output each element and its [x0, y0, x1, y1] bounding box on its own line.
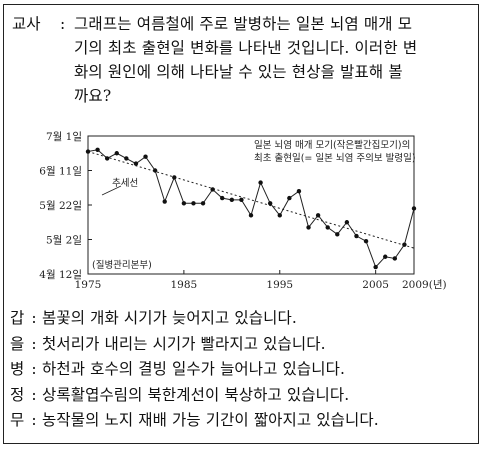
- option-text: 봄꽃의 개화 시기가 늦어지고 있습니다.: [42, 309, 297, 327]
- legend-text: 최초 출현일(= 일본 뇌염 주의보 발령일): [254, 152, 416, 164]
- option-row[interactable]: 병 : 하천과 호수의 결빙 일수가 늘어나고 있습니다.: [10, 357, 476, 383]
- option-row[interactable]: 정 : 상록활엽수림의 북한계선이 북상하고 있습니다.: [10, 383, 476, 409]
- option-colon: :: [31, 309, 37, 327]
- option-colon: :: [31, 360, 37, 378]
- y-tick-label: 6월 11일: [39, 165, 82, 178]
- prompt-line: 까요?: [74, 87, 112, 105]
- speaker-colon: :: [60, 15, 66, 33]
- x-tick-label: 2005: [362, 279, 389, 291]
- y-tick-label: 4월 12일: [39, 268, 82, 281]
- option-label: 정: [10, 385, 25, 404]
- speaker-label: 교사: [12, 15, 41, 33]
- data-point: [335, 232, 340, 237]
- option-label: 병: [10, 360, 25, 378]
- data-point: [172, 175, 177, 180]
- data-point: [210, 187, 215, 192]
- data-point: [133, 161, 139, 166]
- data-point: [306, 225, 311, 230]
- option-label: 갑: [10, 309, 25, 327]
- data-point: [267, 201, 273, 206]
- legend-text: 일본 뇌염 매개 모기(작은빨간집모기)의: [254, 139, 410, 151]
- data-point: [373, 264, 378, 270]
- option-row[interactable]: 을 : 첫서리가 내리는 시기가 빨라지고 있습니다.: [10, 332, 476, 358]
- source-label: (질병관리본부): [92, 259, 152, 271]
- data-point: [277, 213, 282, 218]
- data-point: [181, 201, 187, 206]
- answer-options: 갑 : 봄꽃의 개화 시기가 늦어지고 있습니다. 을 : 첫서리가 내리는 시…: [10, 306, 476, 434]
- teacher-prompt: 교사 : 그래프는 여름철에 주로 발병하는 일본 뇌염 매개 모 기의 최초 …: [12, 12, 474, 108]
- option-text: 상록활엽수림의 북한계선이 북상하고 있습니다.: [42, 385, 350, 404]
- prompt-lines: 그래프는 여름철에 주로 발병하는 일본 뇌염 매개 모 기의 최초 출현일 변…: [74, 12, 474, 108]
- data-point: [114, 151, 119, 156]
- question-frame: [3, 4, 479, 444]
- data-point: [95, 147, 100, 152]
- trend-label: 추세선: [112, 178, 138, 189]
- y-tick-label: 5월 2일: [46, 234, 82, 247]
- option-row[interactable]: 무 : 농작물의 노지 재배 가능 기간이 짧아지고 있습니다.: [10, 408, 476, 434]
- x-tick-label: 1975: [75, 279, 102, 291]
- data-point: [104, 156, 110, 161]
- trend-pointer: [101, 185, 122, 196]
- data-point: [296, 189, 302, 194]
- prompt-line: 화의 원인에 의해 나타날 수 있는 현상을 발표해 볼: [74, 63, 403, 81]
- data-point: [383, 254, 388, 259]
- series-line: [87, 149, 415, 269]
- data-point: [239, 197, 244, 203]
- option-colon: :: [31, 385, 37, 404]
- option-label: 을: [10, 334, 25, 353]
- prompt-line: 기의 최초 출현일 변화를 나타낸 것입니다. 이러한 변: [74, 39, 418, 57]
- data-point: [392, 256, 398, 261]
- option-colon: :: [31, 411, 37, 429]
- y-tick-label: 7월 1일: [46, 130, 82, 143]
- data-point: [220, 195, 225, 201]
- first-appearance-chart: 7월 1일 6월 11일 5월 22일 5월 2일 4월 12일 1975 1985 1995…: [34, 128, 466, 300]
- y-tick-label: 5월 22일: [39, 199, 82, 212]
- data-point: [152, 168, 158, 173]
- x-tick-label: 1985: [171, 279, 198, 291]
- option-colon: :: [31, 334, 37, 353]
- data-point: [124, 156, 129, 161]
- data-point: [258, 180, 263, 185]
- data-point: [344, 220, 350, 225]
- data-point: [325, 225, 330, 230]
- data-point: [354, 233, 359, 239]
- option-label: 무: [10, 411, 25, 429]
- data-point: [162, 199, 167, 204]
- option-text: 농작물의 노지 재배 가능 기간이 짧아지고 있습니다.: [42, 411, 379, 429]
- data-point: [248, 213, 254, 218]
- data-point: [402, 242, 407, 247]
- trend-line: [87, 151, 415, 249]
- data-point: [315, 213, 321, 218]
- data-point: [191, 201, 196, 206]
- prompt-line: 그래프는 여름철에 주로 발병하는 일본 뇌염 매개 모: [74, 15, 413, 33]
- option-text: 첫서리가 내리는 시기가 빨라지고 있습니다.: [42, 334, 326, 353]
- data-point: [85, 149, 91, 154]
- data-point: [411, 206, 417, 211]
- data-point: [200, 201, 206, 206]
- data-point: [143, 154, 148, 159]
- data-point: [287, 195, 292, 201]
- data-point: [229, 197, 235, 203]
- option-row[interactable]: 갑 : 봄꽃의 개화 시기가 늦어지고 있습니다.: [10, 306, 476, 332]
- x-tick-label: 1995: [266, 279, 293, 291]
- question-block: 교사 : 그래프는 여름철에 주로 발병하는 일본 뇌염 매개 모 기의 최초 …: [12, 12, 474, 108]
- data-point: [363, 239, 369, 244]
- x-tick-label: 2009(년): [402, 279, 447, 291]
- option-text: 하천과 호수의 결빙 일수가 늘어나고 있습니다.: [42, 360, 346, 378]
